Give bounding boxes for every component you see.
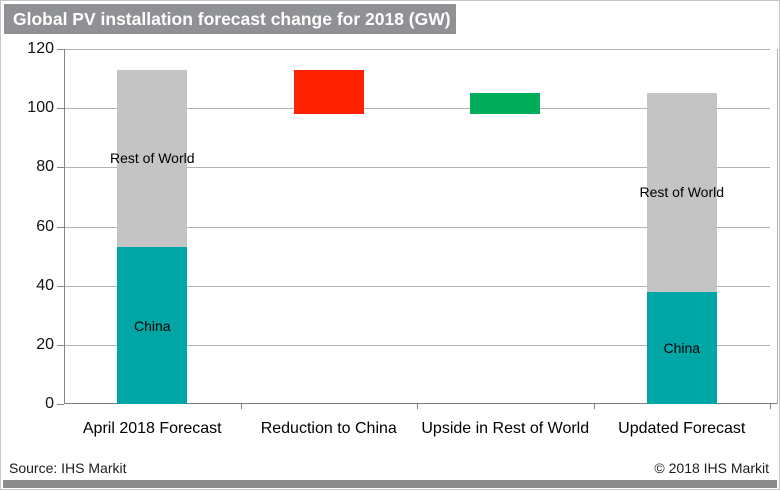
bar-segment-label: Rest of World (109, 150, 195, 167)
x-axis-label: Upside in Rest of World (421, 420, 590, 437)
y-tick (57, 344, 64, 346)
bar-segment-label: Rest of World (639, 184, 725, 201)
bottom-strip (3, 480, 777, 488)
x-tick (241, 404, 242, 409)
gridline (64, 344, 770, 346)
y-tick-label: 100 (27, 99, 54, 117)
chart-title: Global PV installation forecast change f… (13, 9, 451, 29)
bar-segment-label: China (133, 317, 171, 334)
bar-segment-china: China (117, 247, 188, 404)
y-tick-label: 60 (36, 217, 54, 235)
y-tick-label: 20 (36, 335, 54, 353)
y-axis-line (64, 49, 65, 404)
bar-segment-rest-of-world: Rest of World (110, 69, 195, 248)
x-axis-line (64, 403, 778, 404)
gridline (64, 167, 770, 169)
y-tick-label: 40 (36, 276, 54, 294)
y-tick-label: 80 (36, 158, 54, 176)
y-tick (57, 167, 64, 169)
x-axis-label: Reduction to China (260, 420, 397, 437)
plot-right-border (777, 49, 778, 404)
x-axis-label: April 2018 Forecast (82, 420, 222, 437)
bar-segment-rest-of-world: Rest of World (639, 93, 724, 292)
gridline (64, 285, 770, 287)
gridline (64, 108, 770, 110)
gridline (64, 226, 770, 228)
x-tick (417, 404, 418, 409)
chart-title-bar: Global PV installation forecast change f… (4, 4, 456, 34)
plot-area: 0 20 40 60 80 100 120 China Rest of World April 2… (27, 40, 778, 437)
y-tick (57, 108, 64, 110)
x-tick (770, 404, 771, 409)
bar-segment-china: China (646, 291, 717, 404)
y-tick (57, 285, 64, 287)
y-tick (57, 404, 64, 405)
bar-segment-upside-in-rest-of-world (470, 93, 541, 115)
y-tick-label: 120 (27, 40, 54, 57)
bar-segment-reduction-to-china (293, 69, 364, 115)
y-tick-label: 0 (45, 395, 54, 412)
y-tick (57, 226, 64, 228)
gridline (64, 49, 770, 50)
x-tick (594, 404, 595, 409)
copyright-note: © 2018 IHS Markit (654, 460, 769, 476)
source-note: Source: IHS Markit (9, 460, 127, 476)
x-axis-label: Updated Forecast (618, 420, 746, 437)
y-tick (57, 49, 64, 50)
bar-segment-label: China (663, 339, 701, 356)
